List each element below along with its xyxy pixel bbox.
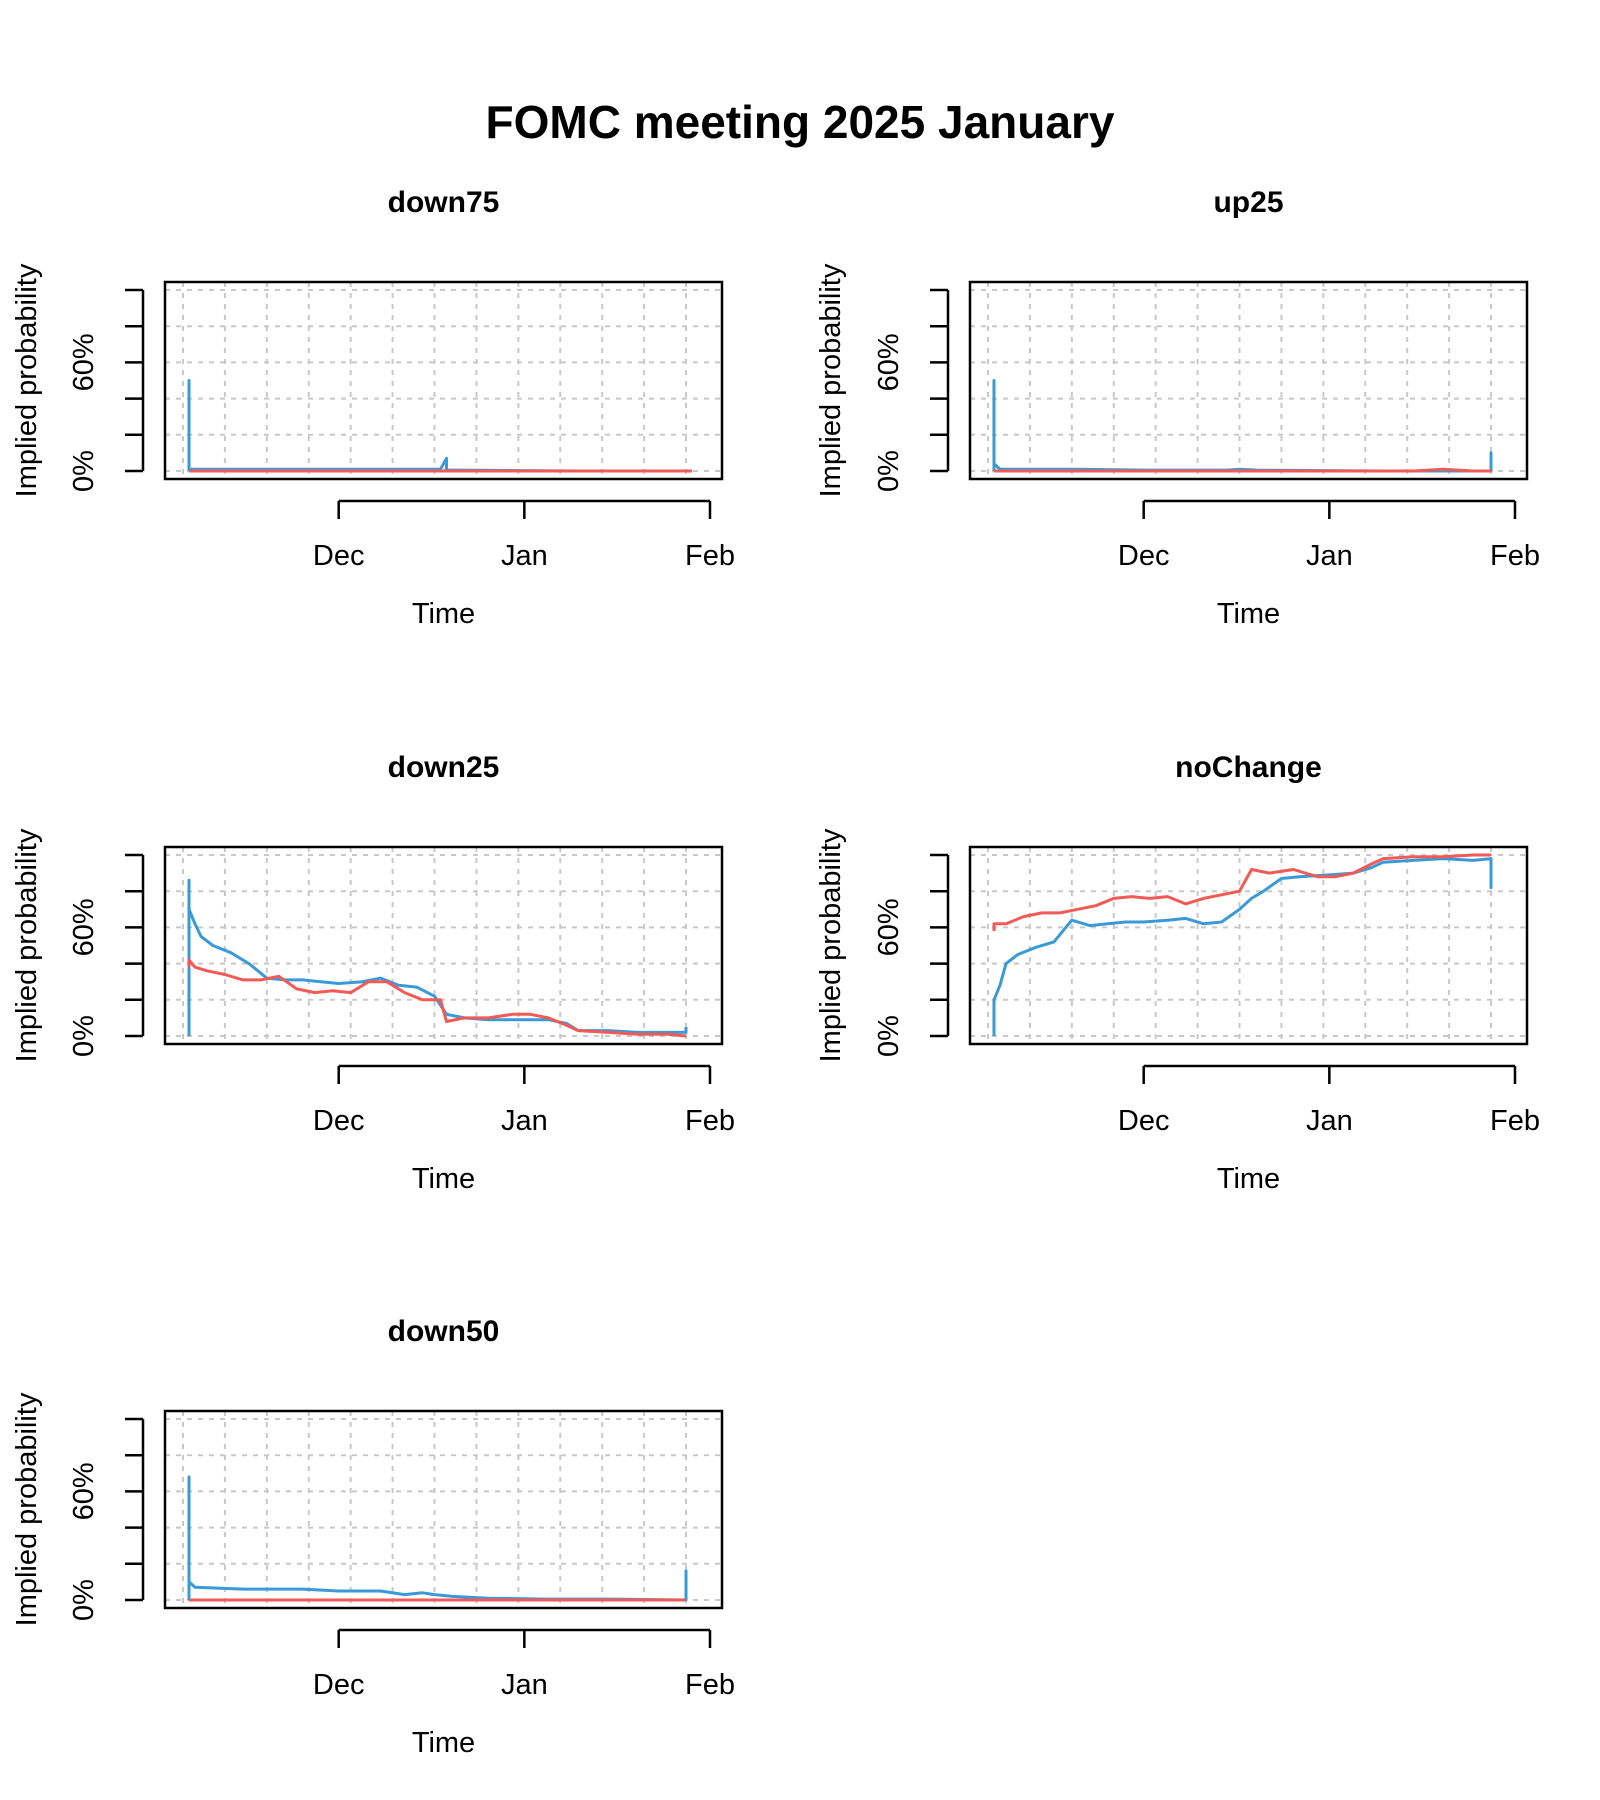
x-tick-label: Jan bbox=[501, 1105, 548, 1137]
panel-down25: down25 0% 60% Implied probability Dec Jan Feb T… bbox=[11, 751, 735, 1195]
y-tick-label: 60% bbox=[68, 898, 100, 956]
panel-down50: down50 0% 60% Implied probability Dec Jan Feb T… bbox=[11, 1315, 735, 1759]
x-tick-label: Feb bbox=[1490, 1105, 1540, 1137]
x-tick-label: Dec bbox=[313, 1105, 365, 1137]
y-axis-label: Implied probability bbox=[815, 263, 847, 497]
x-tick-label: Feb bbox=[685, 1669, 735, 1701]
panel-title: noChange bbox=[1175, 751, 1322, 784]
x-axis-label: Time bbox=[412, 1727, 475, 1759]
y-tick-label: 0% bbox=[68, 1579, 100, 1621]
panel-down75: down75 0% 60% Implied probability Dec Jan Feb T… bbox=[11, 186, 735, 630]
plot-frame bbox=[163, 1409, 724, 1610]
x-axis-label: Time bbox=[1217, 1163, 1280, 1195]
y-tick-label: 60% bbox=[68, 1462, 100, 1520]
series-line-red bbox=[992, 853, 1491, 931]
y-axis-label: Implied probability bbox=[11, 1392, 43, 1626]
panel-up25: up25 0% 60% Implied probability Dec Jan Feb Tim… bbox=[815, 186, 1540, 630]
panel-title: down50 bbox=[388, 1315, 500, 1348]
panel-title: up25 bbox=[1213, 186, 1283, 219]
y-axis-label: Implied probability bbox=[11, 828, 43, 1062]
plot-frame bbox=[163, 280, 724, 481]
panel-title: down75 bbox=[388, 186, 500, 219]
y-tick-label: 0% bbox=[873, 450, 905, 492]
figure-title: FOMC meeting 2025 January bbox=[486, 96, 1115, 148]
y-tick-label: 60% bbox=[873, 333, 905, 391]
y-axis-label: Implied probability bbox=[11, 263, 43, 497]
y-axis-label: Implied probability bbox=[815, 828, 847, 1062]
x-tick-label: Dec bbox=[1118, 1105, 1170, 1137]
plot-frame bbox=[163, 845, 724, 1046]
x-axis-label: Time bbox=[412, 598, 475, 630]
y-tick-label: 0% bbox=[68, 450, 100, 492]
series-line-blue bbox=[187, 379, 692, 473]
x-tick-label: Feb bbox=[685, 1105, 735, 1137]
series-line-blue bbox=[187, 1475, 688, 1602]
y-tick-label: 60% bbox=[873, 898, 905, 956]
series-line-blue bbox=[992, 857, 1493, 1036]
plot-frame bbox=[968, 280, 1529, 481]
y-tick-label: 0% bbox=[873, 1015, 905, 1057]
y-tick-label: 0% bbox=[68, 1015, 100, 1057]
series-line-red bbox=[994, 467, 1491, 473]
series-line-blue bbox=[187, 878, 688, 1036]
x-tick-label: Jan bbox=[501, 540, 548, 572]
x-axis-label: Time bbox=[1217, 598, 1280, 630]
x-tick-label: Jan bbox=[501, 1669, 548, 1701]
y-tick-label: 60% bbox=[68, 333, 100, 391]
x-tick-label: Jan bbox=[1306, 540, 1353, 572]
series-line-red bbox=[187, 958, 687, 1038]
series-line-blue bbox=[992, 379, 1493, 473]
panel-title: down25 bbox=[388, 751, 500, 784]
x-tick-label: Jan bbox=[1306, 1105, 1353, 1137]
x-tick-label: Feb bbox=[685, 540, 735, 572]
x-axis-label: Time bbox=[412, 1163, 475, 1195]
panels: down75 0% 60% Implied probability Dec Jan Feb T… bbox=[11, 186, 1540, 1759]
x-tick-label: Feb bbox=[1490, 540, 1540, 572]
x-tick-label: Dec bbox=[313, 1669, 365, 1701]
plot-frame bbox=[968, 845, 1529, 1046]
x-tick-label: Dec bbox=[313, 540, 365, 572]
x-tick-label: Dec bbox=[1118, 540, 1170, 572]
panel-noChange: noChange 0% 60% Implied probability Dec Jan Fe… bbox=[815, 751, 1540, 1195]
